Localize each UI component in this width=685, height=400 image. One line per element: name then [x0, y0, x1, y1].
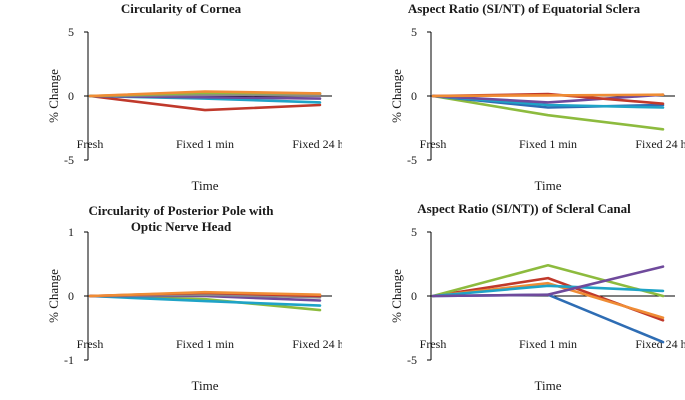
chart-title: Circularity of Cornea: [121, 1, 242, 16]
y-tick-label: 0: [411, 89, 417, 103]
y-tick-label: 5: [411, 225, 417, 239]
x-tick-label: Fresh: [420, 137, 447, 151]
x-tick-label: Fixed 24 hr: [292, 137, 342, 151]
chart-svg: Aspect Ratio (SI/NT) of Equatorial Scler…: [389, 1, 685, 193]
y-tick-label: -1: [64, 353, 74, 367]
chart-title: Optic Nerve Head: [131, 219, 232, 234]
x-tick-label: Fixed 1 min: [519, 137, 577, 151]
x-tick-label: Fresh: [77, 137, 104, 151]
chart-circularity-cornea: Circularity of Cornea -5 0 5 % Change Fresh Fi…: [0, 0, 342, 200]
chart-svg: Circularity of Posterior Pole withOptic …: [46, 203, 342, 393]
y-tick-label: 0: [68, 289, 74, 303]
x-tick-label: Fixed 24 hr: [635, 137, 685, 151]
x-tick-label: Fixed 24 hr: [292, 337, 342, 351]
chart-aspect-ratio-scleral-canal: Aspect Ratio (SI/NT)) of Scleral Canal -5…: [343, 200, 685, 400]
chart-title: Aspect Ratio (SI/NT) of Equatorial Scler…: [408, 1, 641, 16]
series-orange: [88, 290, 322, 298]
series-blue: [431, 293, 665, 344]
series-purple: [431, 93, 665, 104]
y-tick-label: -5: [407, 153, 417, 167]
x-tick-label: Fresh: [420, 337, 447, 351]
chart-svg: Circularity of Cornea -5 0 5 % Change Fresh Fi…: [46, 1, 342, 193]
y-tick-label: 0: [411, 289, 417, 303]
y-tick-label: 0: [68, 89, 74, 103]
y-tick-label: 5: [68, 25, 74, 39]
y-axis-label: % Change: [389, 269, 404, 323]
chart-title: Aspect Ratio (SI/NT)) of Scleral Canal: [417, 201, 631, 216]
y-axis-label: % Change: [389, 69, 404, 123]
chart-aspect-ratio-equatorial-sclera: Aspect Ratio (SI/NT) of Equatorial Scler…: [343, 0, 685, 200]
y-axis-label: % Change: [46, 269, 61, 323]
chart-circularity-posterior-pole: Circularity of Posterior Pole with Optic …: [0, 200, 342, 400]
y-tick-label: -5: [64, 153, 74, 167]
x-tick-label: Fixed 1 min: [519, 337, 577, 351]
chart-svg: Aspect Ratio (SI/NT)) of Scleral Canal -5…: [389, 201, 685, 393]
series-orange: [431, 93, 665, 98]
x-tick-label: Fresh: [77, 337, 104, 351]
series-green: [431, 94, 665, 131]
x-axis-label: Time: [535, 378, 562, 393]
x-tick-label: Fixed 1 min: [176, 137, 234, 151]
series-cyan: [88, 294, 322, 307]
x-axis-label: Time: [192, 178, 219, 193]
x-axis-label: Time: [192, 378, 219, 393]
series-orange: [88, 90, 322, 98]
y-tick-label: 1: [68, 225, 74, 239]
x-axis-label: Time: [535, 178, 562, 193]
series-red: [88, 94, 322, 112]
series-green: [431, 264, 665, 298]
x-tick-label: Fixed 24 hr: [635, 337, 685, 351]
x-tick-label: Fixed 1 min: [176, 337, 234, 351]
y-tick-label: 5: [411, 25, 417, 39]
y-tick-label: -5: [407, 353, 417, 367]
series-purple: [431, 265, 665, 298]
y-axis-label: % Change: [46, 69, 61, 123]
series-cyan: [431, 284, 665, 298]
chart-title: Circularity of Posterior Pole with: [88, 203, 274, 218]
